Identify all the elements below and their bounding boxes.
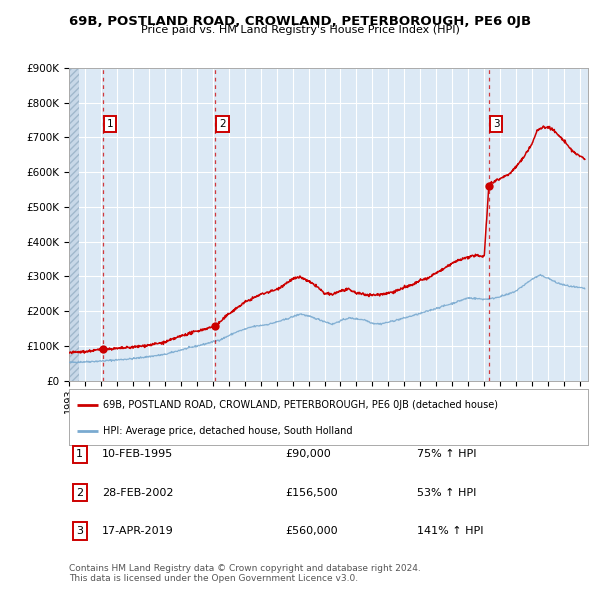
Text: 28-FEB-2002: 28-FEB-2002: [102, 488, 173, 497]
Text: 2: 2: [219, 119, 226, 129]
Text: HPI: Average price, detached house, South Holland: HPI: Average price, detached house, Sout…: [103, 427, 352, 437]
Text: £90,000: £90,000: [285, 450, 331, 459]
Text: £156,500: £156,500: [285, 488, 338, 497]
Bar: [69, 68, 79, 381]
Text: 2: 2: [76, 488, 83, 497]
Text: 1: 1: [76, 450, 83, 459]
Text: 69B, POSTLAND ROAD, CROWLAND, PETERBOROUGH, PE6 0JB: 69B, POSTLAND ROAD, CROWLAND, PETERBOROU…: [69, 15, 531, 28]
Text: £560,000: £560,000: [285, 526, 338, 536]
Text: Price paid vs. HM Land Registry's House Price Index (HPI): Price paid vs. HM Land Registry's House …: [140, 25, 460, 35]
Text: 141% ↑ HPI: 141% ↑ HPI: [417, 526, 484, 536]
Text: 3: 3: [493, 119, 499, 129]
Text: 69B, POSTLAND ROAD, CROWLAND, PETERBOROUGH, PE6 0JB (detached house): 69B, POSTLAND ROAD, CROWLAND, PETERBOROU…: [103, 400, 498, 410]
Text: 1: 1: [107, 119, 113, 129]
Text: Contains HM Land Registry data © Crown copyright and database right 2024.
This d: Contains HM Land Registry data © Crown c…: [69, 563, 421, 583]
Text: 53% ↑ HPI: 53% ↑ HPI: [417, 488, 476, 497]
Text: 17-APR-2019: 17-APR-2019: [102, 526, 174, 536]
Text: 10-FEB-1995: 10-FEB-1995: [102, 450, 173, 459]
Text: 75% ↑ HPI: 75% ↑ HPI: [417, 450, 476, 459]
Text: 3: 3: [76, 526, 83, 536]
